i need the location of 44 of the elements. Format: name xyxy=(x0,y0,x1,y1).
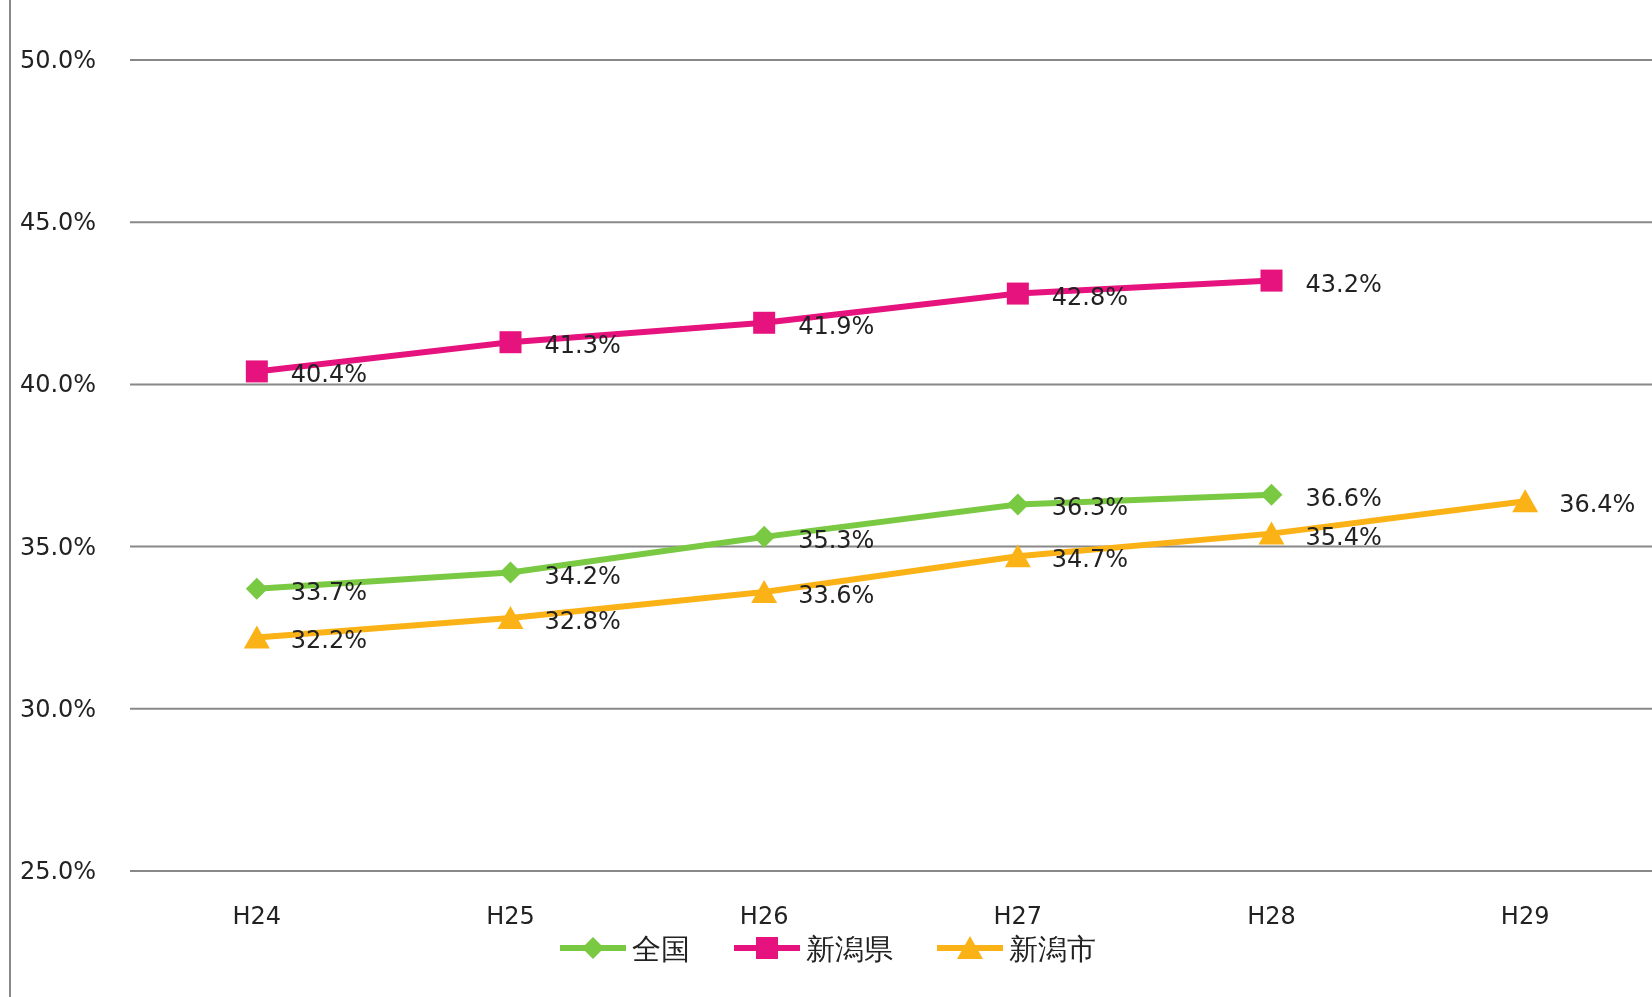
data-label: 36.6% xyxy=(1305,483,1382,512)
point xyxy=(245,360,268,383)
data-label: 35.4% xyxy=(1305,522,1382,551)
data-label: 35.3% xyxy=(798,525,875,554)
point xyxy=(1258,521,1285,545)
point xyxy=(753,311,776,334)
legend-label: 新潟県 xyxy=(806,932,893,966)
point xyxy=(1006,493,1029,516)
data-label: 32.8% xyxy=(544,606,621,635)
data-label: 40.4% xyxy=(290,360,368,389)
y-tick-label: 25.0% xyxy=(19,857,97,885)
y-tick-label: 50.0% xyxy=(19,46,97,74)
point xyxy=(753,525,776,548)
x-tick-label: H26 xyxy=(739,902,789,930)
data-label: 41.9% xyxy=(798,311,875,340)
x-tick-label: H27 xyxy=(993,902,1043,930)
point xyxy=(1260,483,1283,506)
data-label: 41.3% xyxy=(544,331,621,360)
data-label: 34.7% xyxy=(1051,545,1129,574)
y-tick-label: 35.0% xyxy=(19,532,97,561)
point xyxy=(1006,282,1029,305)
point xyxy=(1512,489,1539,513)
legend-label: 全国 xyxy=(632,932,690,966)
data-label: 36.4% xyxy=(1559,490,1636,519)
x-tick-label: H28 xyxy=(1247,902,1296,930)
x-tick-label: H29 xyxy=(1500,902,1550,930)
point xyxy=(1260,269,1283,292)
point xyxy=(499,561,522,584)
data-label: 32.2% xyxy=(290,626,368,655)
y-tick-label: 45.0% xyxy=(19,208,97,237)
legend-label: 新潟市 xyxy=(1009,932,1096,966)
x-tick-label: H25 xyxy=(486,902,535,930)
data-label: 43.2% xyxy=(1305,269,1382,298)
point xyxy=(245,577,268,600)
data-label: 34.2% xyxy=(544,561,621,590)
point xyxy=(1004,544,1031,568)
y-tick-label: 40.0% xyxy=(19,370,97,399)
point xyxy=(751,580,778,604)
point xyxy=(497,605,524,629)
point xyxy=(243,625,270,649)
y-tick-label: 30.0% xyxy=(19,694,97,723)
x-tick-label: H24 xyxy=(232,902,282,930)
data-label: 33.6% xyxy=(798,581,875,610)
point xyxy=(499,331,522,354)
